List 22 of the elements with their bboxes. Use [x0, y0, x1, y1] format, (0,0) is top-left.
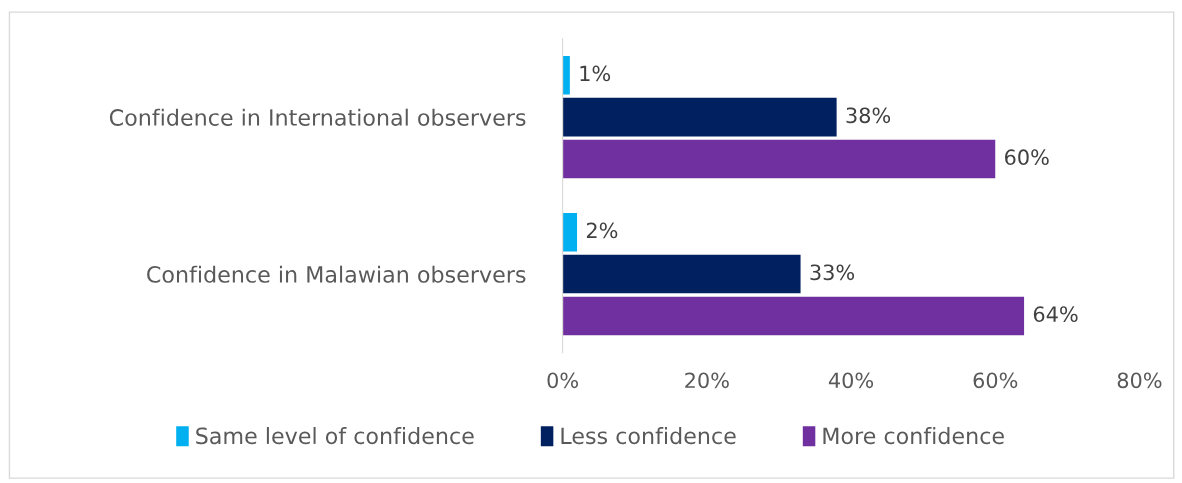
x-tick-label: 40%	[828, 372, 874, 389]
data-label: 64%	[1033, 306, 1078, 323]
bar	[562, 139, 996, 179]
x-tick-label: 0%	[547, 372, 579, 389]
data-label: 33%	[810, 264, 855, 281]
legend-label: Same level of confidence	[196, 427, 474, 445]
data-label: 60%	[1005, 149, 1049, 166]
data-label: 1%	[580, 65, 611, 82]
x-tick-label: 20%	[685, 372, 729, 389]
data-label: 2%	[586, 222, 618, 239]
y-tick-label: Confidence in Malawian observers	[147, 265, 526, 283]
bar	[562, 254, 801, 294]
bar	[562, 212, 578, 252]
legend-label: More confidence	[823, 427, 1004, 445]
bar	[562, 56, 570, 95]
bar	[562, 97, 837, 137]
data-label: 38%	[846, 107, 891, 124]
bar	[562, 296, 1025, 336]
x-tick-label: 80%	[1117, 372, 1162, 389]
y-tick-label: Confidence in International observers	[109, 108, 526, 126]
legend-label: Less confidence	[561, 427, 736, 445]
x-tick-label: 60%	[973, 372, 1018, 389]
